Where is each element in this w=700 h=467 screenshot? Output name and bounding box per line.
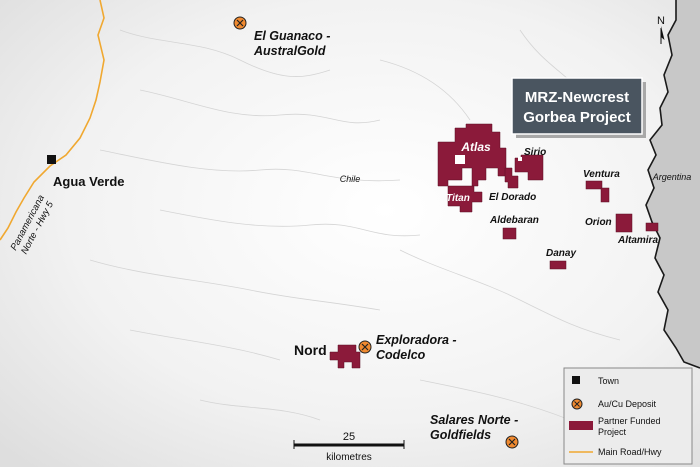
- country-label-argentina: Argentina: [652, 172, 692, 182]
- project-label-el-dorado: El Dorado: [489, 192, 536, 203]
- project-label-altamira: Altamira: [617, 235, 658, 246]
- deposit-label-exploradora-1: Exploradora -: [376, 333, 457, 347]
- project-label-nord: Nord: [294, 342, 327, 358]
- legend-town-label: Town: [598, 376, 619, 386]
- project-nord[interactable]: [329, 344, 361, 369]
- project-label-atlas: Atlas: [460, 140, 491, 154]
- deposit-exploradora[interactable]: [358, 340, 372, 354]
- project-ventura[interactable]: [585, 180, 603, 190]
- deposit-label-el-guanaco-2: AustralGold: [253, 44, 326, 58]
- project-title-box: MRZ-Newcrest Gorbea Project: [511, 77, 646, 138]
- project-danay[interactable]: [549, 260, 567, 270]
- deposit-label-exploradora-2: Codelco: [376, 348, 426, 362]
- title-line-2: Gorbea Project: [523, 109, 631, 126]
- scale-unit: kilometres: [326, 452, 372, 463]
- project-label-orion: Orion: [585, 217, 612, 228]
- scale-bar: 25 kilometres: [293, 431, 405, 463]
- atlas-inclusion: [455, 155, 465, 164]
- project-label-danay: Danay: [546, 248, 576, 259]
- north-arrow: N: [657, 15, 665, 44]
- project-aldebaran[interactable]: [502, 227, 517, 240]
- legend-town-icon: [572, 376, 580, 384]
- project-titan[interactable]: [447, 185, 483, 213]
- project-ventura-2[interactable]: [600, 187, 610, 203]
- country-label-chile: Chile: [340, 174, 361, 184]
- legend-project-label-2: Project: [598, 427, 627, 437]
- project-altamira[interactable]: [645, 222, 659, 232]
- projects: [329, 123, 659, 369]
- deposit-el-guanaco[interactable]: [233, 16, 247, 30]
- scale-value: 25: [343, 431, 355, 443]
- project-orion[interactable]: [615, 213, 633, 233]
- deposit-salares-norte[interactable]: [505, 435, 519, 449]
- svg-text:N: N: [657, 15, 665, 27]
- town-label: Agua Verde: [53, 174, 125, 189]
- border-line: [645, 0, 700, 369]
- deposit-label-el-guanaco-1: El Guanaco -: [254, 29, 330, 43]
- project-label-ventura: Ventura: [583, 169, 620, 180]
- legend: Town Au/Cu Deposit Partner Funded Projec…: [563, 367, 693, 465]
- deposit-label-salares-1: Salares Norte -: [430, 413, 518, 427]
- legend-project-label-1: Partner Funded: [598, 416, 661, 426]
- deposit-label-salares-2: Goldfields: [430, 428, 491, 442]
- main-road: [0, 0, 105, 241]
- argentina-region: [646, 0, 700, 368]
- legend-deposit-label: Au/Cu Deposit: [598, 399, 657, 409]
- project-label-sirio: Sirio: [524, 147, 546, 158]
- sirio-inclusion: [518, 157, 522, 161]
- project-el-dorado[interactable]: [504, 167, 519, 189]
- project-label-aldebaran: Aldebaran: [489, 215, 539, 226]
- legend-project-icon: [569, 421, 593, 430]
- title-line-1: MRZ-Newcrest: [525, 89, 629, 106]
- legend-road-label: Main Road/Hwy: [598, 447, 662, 457]
- project-label-titan: Titan: [446, 193, 470, 204]
- town-marker[interactable]: [47, 155, 56, 164]
